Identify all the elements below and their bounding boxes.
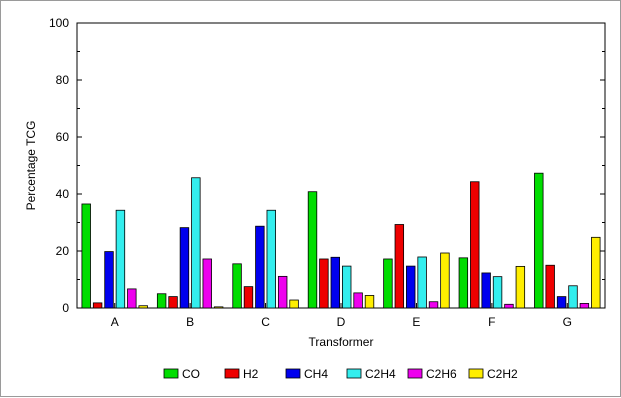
- bar-c2h2-f: [515, 265, 526, 309]
- bar-c2h6-b: [202, 258, 212, 309]
- bar-co-a: [81, 203, 91, 309]
- legend-label-h2: H2: [243, 367, 259, 381]
- y-tick-label: 60: [56, 130, 70, 144]
- bar-c2h4-g: [568, 285, 578, 309]
- y-tick-label: 100: [49, 16, 69, 30]
- bar-co-f: [458, 257, 469, 309]
- bar-c2h6-e: [428, 301, 439, 309]
- bar-co-b: [156, 293, 167, 309]
- bar-co-g: [534, 172, 544, 309]
- bar-ch4-c: [255, 225, 265, 309]
- plot-border: [76, 22, 606, 309]
- bar-ch4-a: [104, 251, 114, 309]
- bar-ch4-d: [330, 256, 341, 309]
- x-tick-label: C: [261, 315, 270, 329]
- bar-c2h2-g: [591, 236, 601, 309]
- bar-c2h6-c: [277, 275, 288, 309]
- x-tick-label: A: [111, 315, 119, 329]
- bar-c2h2-b: [213, 306, 224, 309]
- x-tick-label: G: [563, 315, 572, 329]
- bar-c2h6-a: [127, 288, 137, 309]
- bar-ch4-f: [481, 272, 491, 309]
- bar-c2h2-e: [440, 252, 450, 309]
- bar-c2h4-f: [492, 276, 503, 309]
- bar-c2h6-g: [579, 303, 590, 309]
- y-tick-label: 80: [56, 73, 70, 87]
- legend-label-c2h2: C2H2: [487, 367, 518, 381]
- bar-c2h2-a: [138, 305, 148, 309]
- bar-co-d: [307, 191, 318, 309]
- bar-h2-e: [394, 224, 405, 309]
- legend-swatch-h2: [224, 368, 240, 379]
- x-axis-title: Transformer: [309, 335, 374, 349]
- bar-ch4-g: [556, 296, 567, 309]
- y-tick-label: 20: [56, 244, 70, 258]
- legend-swatch-c2h6: [407, 368, 423, 379]
- legend-swatch-ch4: [285, 368, 301, 379]
- legend-swatch-c2h2: [468, 368, 484, 379]
- legend-label-c2h6: C2H6: [426, 367, 457, 381]
- bar-c2h4-c: [266, 209, 276, 309]
- x-tick-label: E: [412, 315, 420, 329]
- y-axis-title: Percentage TCG: [24, 121, 38, 211]
- bar-ch4-e: [406, 265, 416, 309]
- legend-swatch-co: [163, 368, 179, 379]
- bar-h2-a: [92, 302, 103, 309]
- bar-h2-b: [168, 296, 178, 309]
- bar-c2h2-d: [364, 295, 375, 309]
- legend-label-ch4: CH4: [304, 367, 328, 381]
- bar-c2h4-d: [341, 265, 352, 309]
- legend-swatch-c2h4: [346, 368, 362, 379]
- legend-label-co: CO: [182, 367, 200, 381]
- x-tick-label: D: [337, 315, 346, 329]
- bar-h2-d: [319, 258, 329, 309]
- legend-label-c2h4: C2H4: [365, 367, 396, 381]
- bar-c2h6-d: [353, 292, 363, 309]
- x-tick-label: F: [488, 315, 495, 329]
- y-axis-ticks: 0 20 40 60 80 100: [49, 16, 605, 315]
- bar-c2h4-e: [417, 256, 427, 309]
- bar-co-c: [232, 263, 242, 309]
- bar-ch4-b: [179, 227, 190, 309]
- x-axis-ticks: A B C D E F G: [111, 303, 572, 329]
- bar-h2-c: [243, 286, 254, 309]
- bar-h2-g: [545, 264, 555, 309]
- bar-c2h2-c: [289, 299, 299, 309]
- y-tick-label: 40: [56, 187, 70, 201]
- x-tick-label: B: [186, 315, 194, 329]
- bar-c2h4-a: [115, 209, 126, 309]
- bars: [81, 172, 601, 309]
- bar-c2h4-b: [191, 177, 201, 309]
- bar-h2-f: [470, 181, 480, 309]
- plot-area: [76, 22, 606, 309]
- bar-co-e: [383, 258, 393, 309]
- bar-c2h6-f: [504, 303, 514, 309]
- legend: CO H2 CH4 C2H4 C2H6 C2H2: [163, 367, 518, 381]
- y-tick-label: 0: [62, 301, 69, 315]
